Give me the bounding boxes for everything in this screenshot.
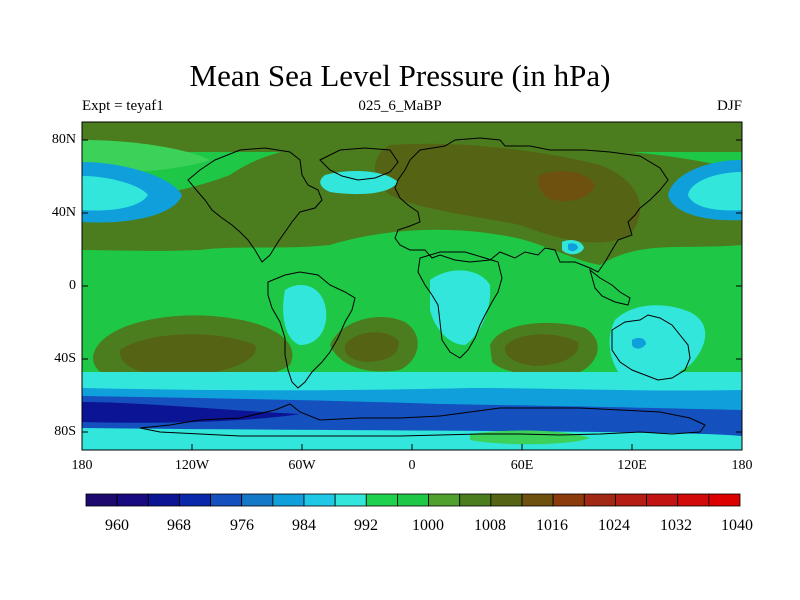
y-tick-label-40s: 40S xyxy=(54,351,76,366)
colorbar-label-1032: 1032 xyxy=(660,517,692,534)
colorbar-label-992: 992 xyxy=(354,517,378,534)
run-label: 025_6_MaBP xyxy=(358,98,442,114)
field-southern-ring-a xyxy=(82,372,742,391)
chart-title: Mean Sea Level Pressure (in hPa) xyxy=(189,58,611,93)
colorbar-label-1024: 1024 xyxy=(598,517,630,534)
field-australia-low-core xyxy=(632,337,646,349)
colorbar-box-11 xyxy=(428,493,461,507)
colorbar-label-984: 984 xyxy=(292,517,316,534)
colorbar-box-18 xyxy=(646,493,679,507)
field-indian-ocean-high-core xyxy=(504,334,579,366)
colorbar-box-5 xyxy=(241,493,274,507)
colorbar-box-14 xyxy=(521,493,554,507)
colorbar-box-15 xyxy=(552,493,585,507)
colorbar-box-16 xyxy=(583,493,616,507)
colorbar-box-0 xyxy=(85,493,118,507)
x-tick-label-120e: 120E xyxy=(617,458,647,473)
coastline-north-america xyxy=(187,147,323,263)
coastline-australia xyxy=(611,314,691,381)
colorbar-label-1000: 1000 xyxy=(412,517,444,534)
pressure-field xyxy=(82,122,742,450)
colorbar-box-20 xyxy=(708,493,741,507)
field-siberian-high xyxy=(538,171,595,202)
y-tick-label-40n: 40N xyxy=(51,205,76,220)
colorbar-box-1 xyxy=(116,493,149,507)
colorbar-box-7 xyxy=(303,493,336,507)
x-tick-label-0: 0 xyxy=(408,458,416,473)
field-africa-low xyxy=(430,270,491,345)
colorbar-box-6 xyxy=(272,493,305,507)
colorbar-box-13 xyxy=(490,493,523,507)
colorbar-label-1016: 1016 xyxy=(536,517,568,534)
field-south-america-low xyxy=(283,285,327,345)
field-australia-low xyxy=(609,305,706,381)
colorbar-box-17 xyxy=(615,493,647,507)
field-small-low-core xyxy=(568,243,578,252)
axis-ticks xyxy=(81,139,743,450)
colorbar-label-976: 976 xyxy=(230,517,254,534)
x-tick-label-60e: 60E xyxy=(510,458,534,473)
colorbar-box-8 xyxy=(334,493,367,507)
field-asia-high xyxy=(375,143,640,243)
field-aleutian-low-west-core xyxy=(82,176,148,211)
coastline-south-america xyxy=(267,271,356,389)
y-tick-label-80n: 80N xyxy=(51,132,76,147)
colorbar-box-12 xyxy=(459,493,492,507)
colorbar-label-1008: 1008 xyxy=(474,517,506,534)
x-tick-label-60w: 60W xyxy=(288,458,316,473)
field-aleutian-low-east-core xyxy=(688,172,742,211)
x-tick-label-180w: 180 xyxy=(71,458,93,473)
colorbar-label-968: 968 xyxy=(167,517,191,534)
colorbar-box-19 xyxy=(677,493,710,507)
field-north-atlantic-lobe xyxy=(82,140,210,173)
y-tick-label-0: 0 xyxy=(69,278,76,293)
x-tick-label-180e: 180 xyxy=(731,458,753,473)
coastline-antarctica xyxy=(139,403,706,437)
colorbar-box-4 xyxy=(210,493,243,507)
field-south-atlantic-high-core xyxy=(344,332,399,362)
colorbar-box-2 xyxy=(147,493,180,507)
coastline-africa xyxy=(417,251,503,359)
coastline-greenland xyxy=(319,147,399,181)
colorbar-box-9 xyxy=(365,493,398,507)
x-tick-label-120w: 120W xyxy=(174,458,210,473)
coastline-eurasia xyxy=(394,137,669,273)
colorbar xyxy=(85,493,741,507)
y-tick-label-80s: 80S xyxy=(54,424,76,439)
field-south-pacific-high-core xyxy=(119,334,256,377)
colorbar-label-1040: 1040 xyxy=(721,517,753,534)
coastlines xyxy=(139,137,706,437)
colorbar-box-3 xyxy=(179,493,211,507)
season-label: DJF xyxy=(716,98,742,114)
field-circumpolar-trough-core xyxy=(82,402,300,423)
experiment-label: Expt = teyaf1 xyxy=(82,98,164,114)
colorbar-box-10 xyxy=(397,493,429,507)
field-antarctic-margin xyxy=(82,428,742,450)
colorbar-label-960: 960 xyxy=(105,517,129,534)
coastline-maritime-continent xyxy=(589,268,631,306)
